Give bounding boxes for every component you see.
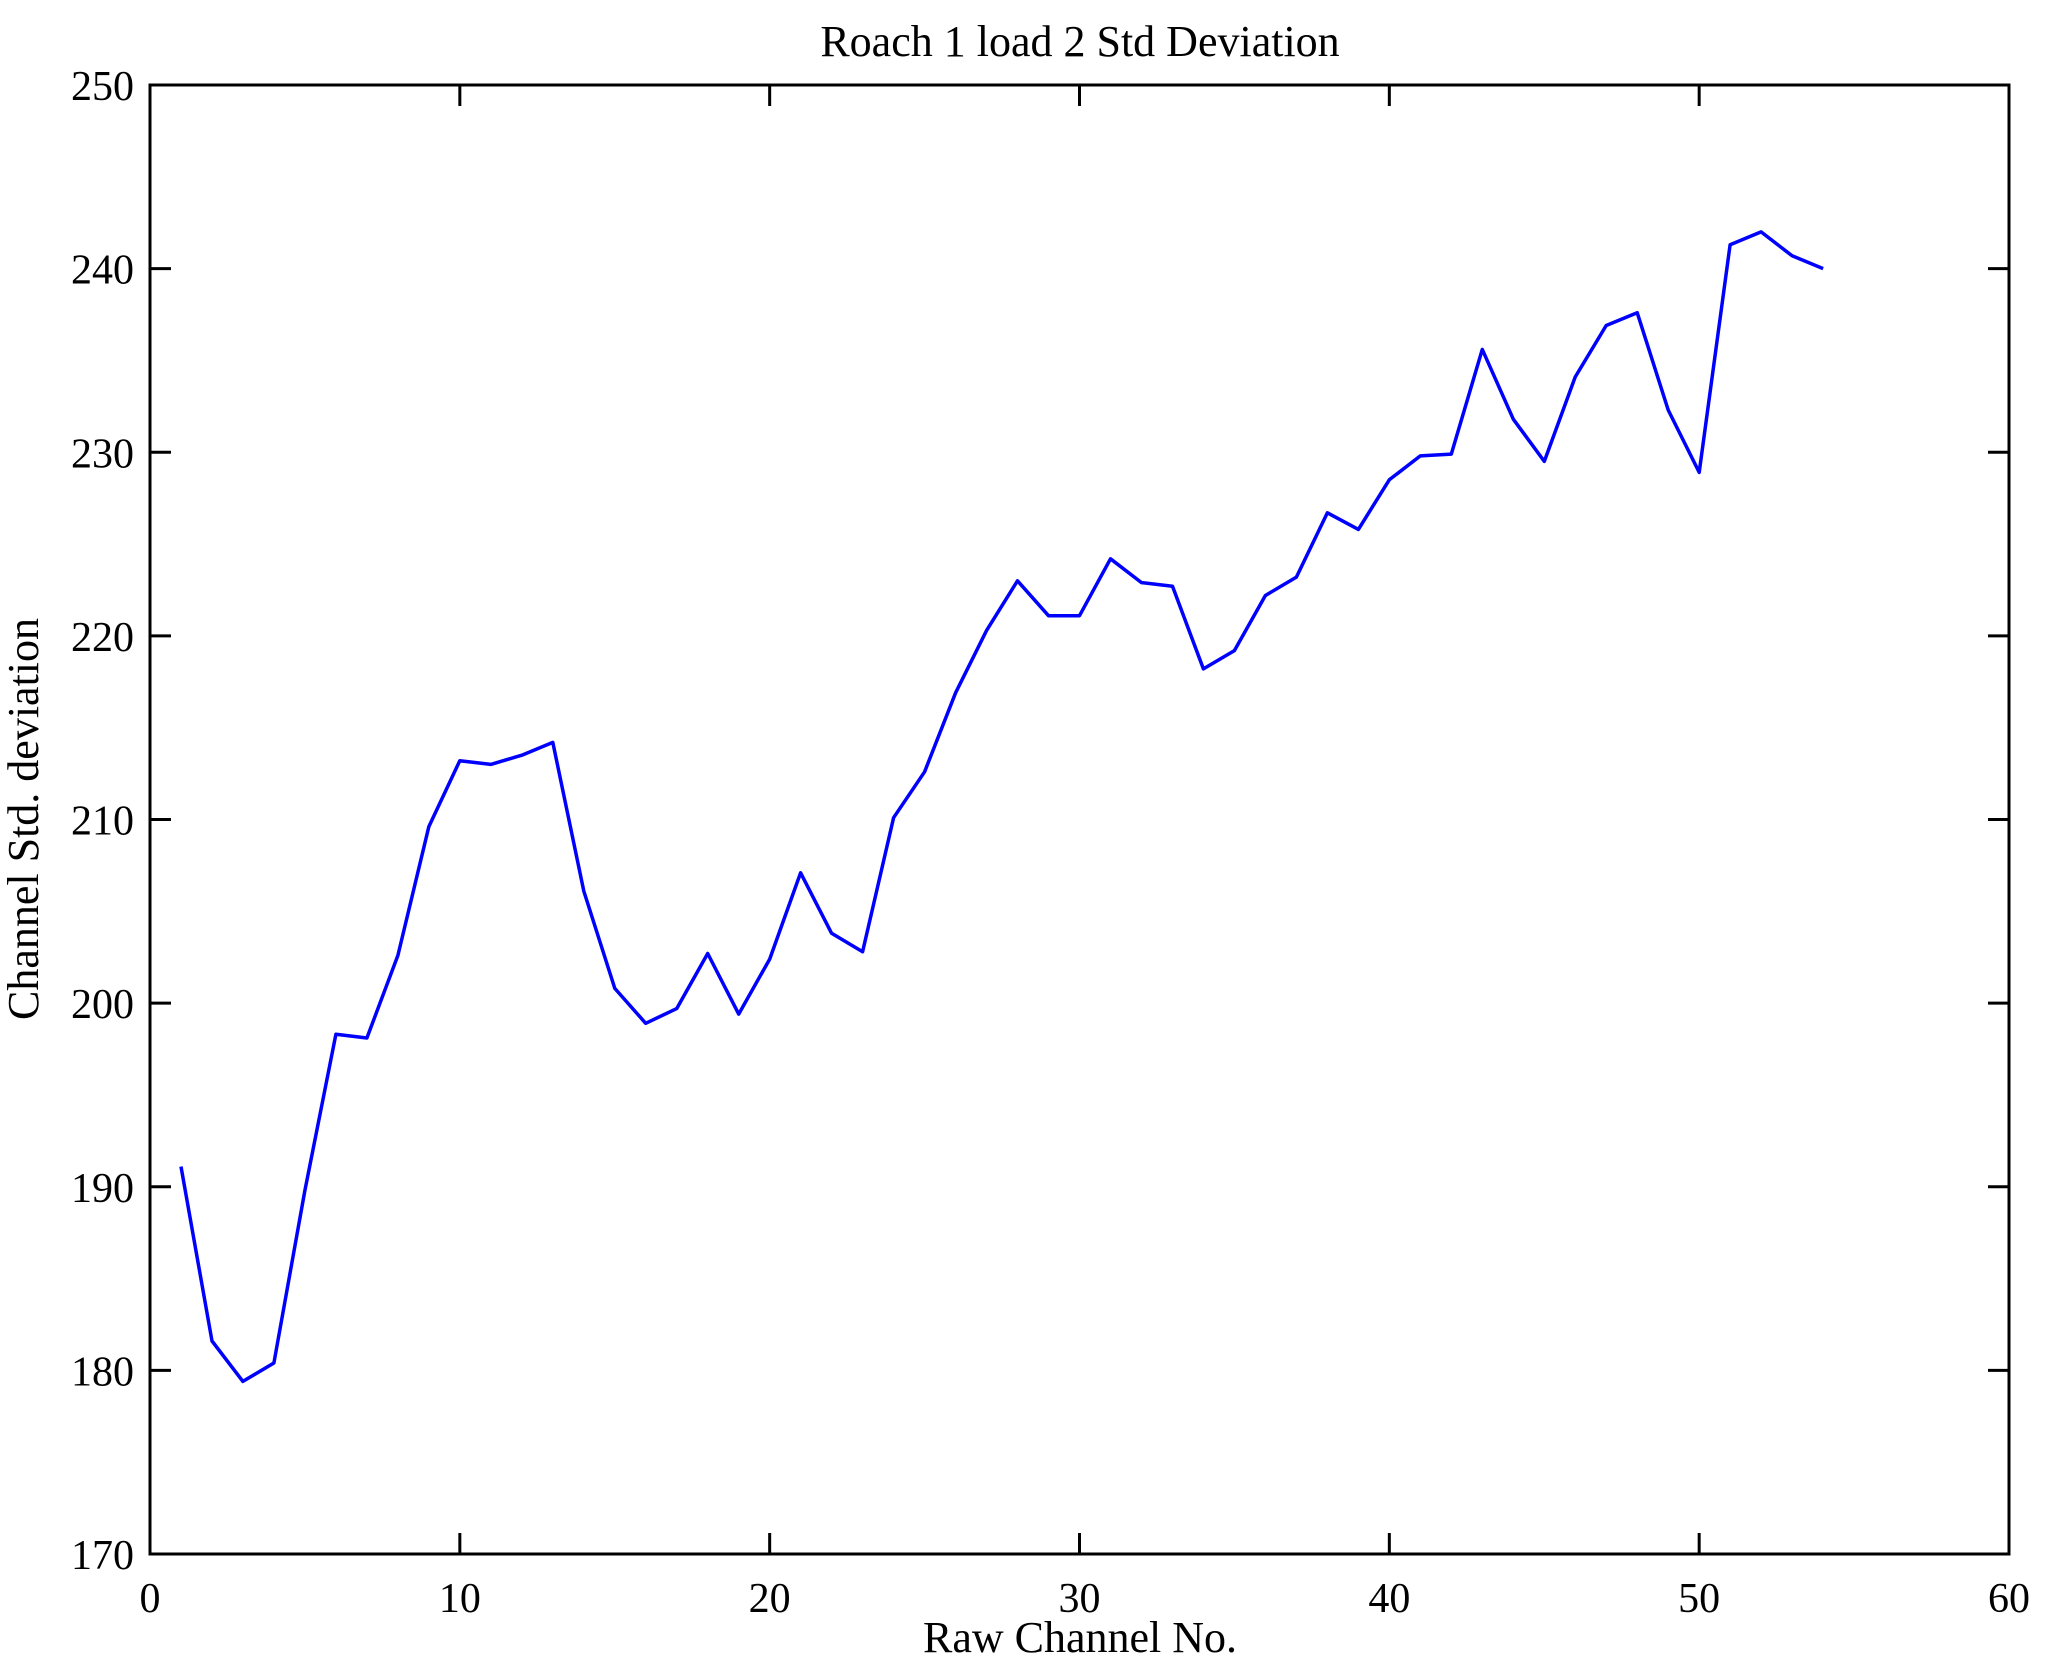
y-tick-label: 180 (71, 1349, 134, 1395)
x-tick-label: 40 (1368, 1576, 1410, 1622)
plot-frame (148, 83, 2011, 1556)
axes-group: 0 10 20 30 40 50 60 170 180 190 200 210 220 230 240 250 (71, 64, 2030, 1622)
x-tick-label: 50 (1678, 1576, 1720, 1622)
x-tick-label: 0 (140, 1576, 161, 1622)
y-axis-label: Channel Std. deviation (0, 618, 48, 1020)
y-tick-label: 190 (71, 1166, 134, 1212)
x-tick-label: 10 (439, 1576, 481, 1622)
y-tick-label: 200 (71, 982, 134, 1028)
x-tick-label: 20 (749, 1576, 791, 1622)
y-tick-label: 250 (71, 64, 134, 110)
data-line (179, 230, 1824, 1384)
chart-title: Roach 1 load 2 Std Deviation (820, 17, 1339, 66)
x-tick-label: 60 (1988, 1576, 2030, 1622)
y-tick-label: 220 (71, 615, 134, 661)
x-tick-label: 30 (1059, 1576, 1101, 1622)
x-axis-label: Raw Channel No. (923, 1613, 1237, 1662)
y-tick-label: 240 (71, 248, 134, 294)
series-group (179, 230, 1824, 1384)
y-tick-label: 210 (71, 799, 134, 845)
y-tick-label: 230 (71, 431, 134, 477)
y-tick-label: 170 (71, 1533, 134, 1579)
